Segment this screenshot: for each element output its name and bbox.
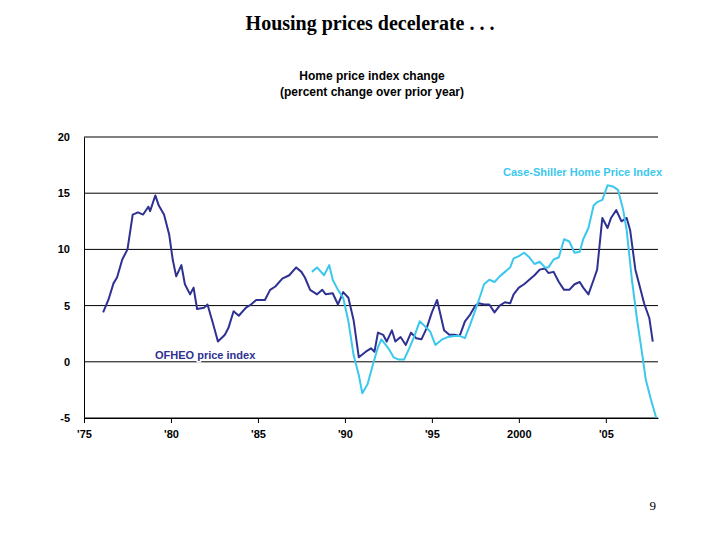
- subtitle: (percent change over prior year): [280, 85, 464, 99]
- x-tick-label: '95: [425, 428, 440, 440]
- grid-line: [84, 305, 658, 306]
- y-tick-label: 0: [64, 356, 70, 368]
- grid-line: [84, 418, 658, 419]
- x-axis-line: [85, 418, 659, 419]
- y-tick-label: 5: [64, 300, 70, 312]
- x-tick-mark: [345, 418, 346, 423]
- x-tick: '75: [77, 418, 92, 440]
- plot-area: '75 '80 '85 '90 '95 2000 '05 -5 0 5 10 15 20 OFHEO pr…: [58, 131, 663, 440]
- x-tick: '80: [164, 418, 179, 440]
- x-tick: '05: [599, 418, 614, 440]
- y-tick-label: 15: [58, 187, 70, 199]
- y-tick: 20: [58, 131, 84, 143]
- x-tick: 2000: [507, 418, 531, 440]
- title: Housing prices decelerate . . .: [246, 12, 495, 35]
- y-tick: 15: [58, 187, 84, 199]
- series-line: [103, 195, 653, 357]
- page-number: 9: [650, 498, 657, 513]
- x-tick: '90: [338, 418, 353, 440]
- y-tick-label: -5: [60, 412, 70, 424]
- grid: [84, 137, 658, 418]
- y-tick: -5: [60, 412, 84, 424]
- y-tick: 10: [58, 243, 84, 255]
- chart: Housing prices decelerate . . . Home pric…: [0, 0, 720, 540]
- grid-line: [84, 361, 658, 362]
- y-tick-label: 10: [58, 243, 70, 255]
- x-tick-mark: [432, 418, 433, 423]
- x-tick-mark: [519, 418, 520, 423]
- x-tick-label: '85: [251, 428, 266, 440]
- series-label: Case-Shiller Home Price Index: [503, 166, 663, 178]
- y-tick: 5: [64, 300, 84, 312]
- x-tick-mark: [171, 418, 172, 423]
- x-axis: '75 '80 '85 '90 '95 2000 '05: [77, 418, 658, 440]
- y-axis: -5 0 5 10 15 20: [58, 131, 85, 424]
- y-axis-line: [84, 138, 85, 419]
- x-tick-mark: [606, 418, 607, 423]
- subtitle: Home price index change: [299, 69, 445, 83]
- y-tick: 0: [64, 356, 84, 368]
- x-tick-label: '05: [599, 428, 614, 440]
- series-line: [312, 185, 656, 418]
- grid-line: [84, 193, 658, 194]
- x-tick-label: 2000: [507, 428, 531, 440]
- x-tick-label: '75: [77, 428, 92, 440]
- x-tick-label: '80: [164, 428, 179, 440]
- x-tick: '85: [251, 418, 266, 440]
- x-tick-mark: [84, 418, 85, 423]
- y-tick-label: 20: [58, 131, 70, 143]
- series-label: OFHEO price index: [155, 349, 256, 361]
- grid-line: [84, 137, 658, 138]
- x-tick: '95: [425, 418, 440, 440]
- series-lines: [103, 185, 656, 418]
- x-tick-mark: [258, 418, 259, 423]
- x-tick-label: '90: [338, 428, 353, 440]
